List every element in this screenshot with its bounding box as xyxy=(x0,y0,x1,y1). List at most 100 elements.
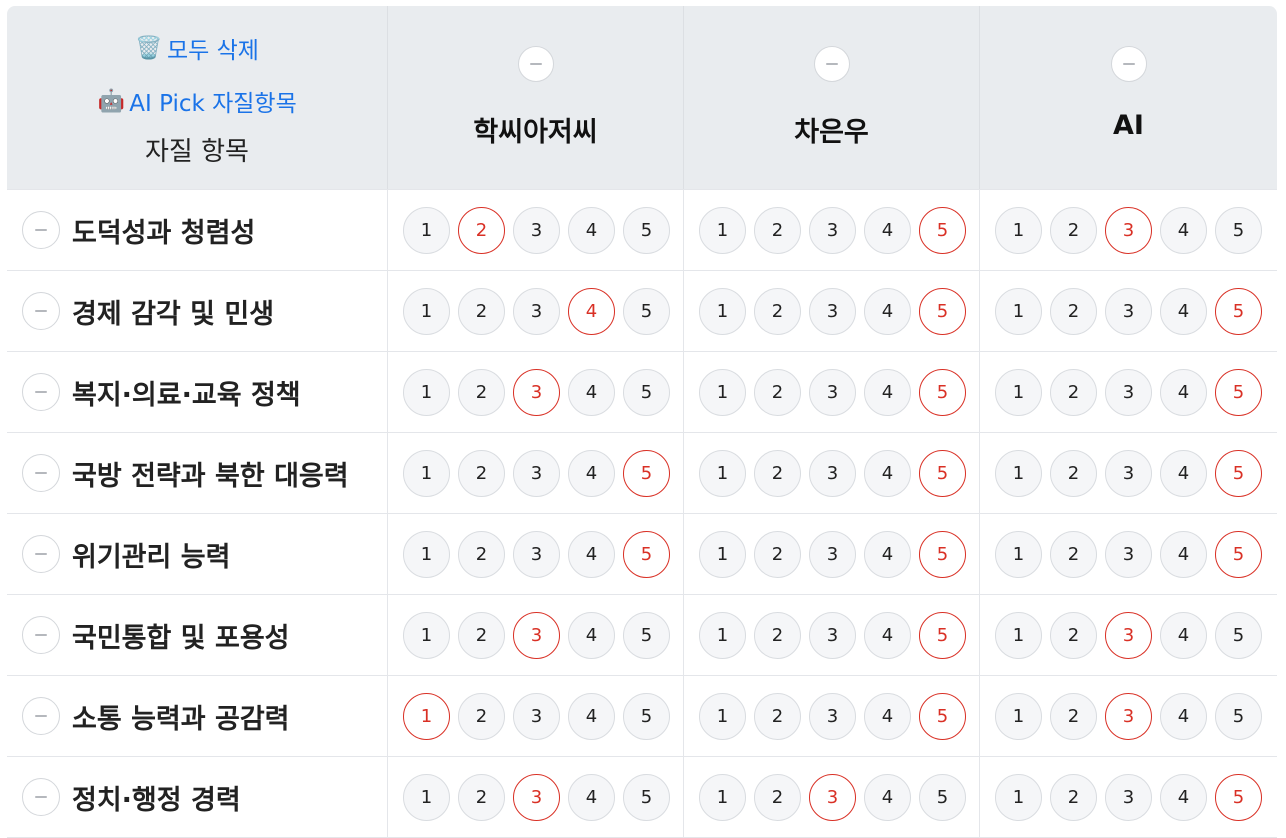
score-button[interactable]: 4 xyxy=(1160,449,1207,497)
score-button[interactable]: 3 xyxy=(809,611,856,659)
score-button[interactable]: 2 xyxy=(1050,692,1097,740)
score-button[interactable]: 3 xyxy=(809,206,856,254)
score-button[interactable]: 1 xyxy=(403,287,450,335)
score-button[interactable]: 2 xyxy=(1050,530,1097,578)
score-button[interactable]: 3 xyxy=(513,530,560,578)
score-button[interactable]: 5 xyxy=(1215,692,1262,740)
score-button[interactable]: 1 xyxy=(699,611,746,659)
score-button[interactable]: 1 xyxy=(403,530,450,578)
delete-all-button[interactable]: 🗑️ 모두 삭제 xyxy=(135,30,259,66)
score-button[interactable]: 1 xyxy=(995,206,1042,254)
score-button[interactable]: 1 xyxy=(403,449,450,497)
score-button[interactable]: 4 xyxy=(568,206,615,254)
score-button[interactable]: 2 xyxy=(754,611,801,659)
score-button[interactable]: 3 xyxy=(1105,449,1152,497)
score-button-selected[interactable]: 5 xyxy=(919,530,966,578)
score-button-selected[interactable]: 4 xyxy=(568,287,615,335)
remove-criteria-button[interactable] xyxy=(22,292,60,330)
score-button[interactable]: 2 xyxy=(1050,368,1097,416)
score-button[interactable]: 1 xyxy=(699,530,746,578)
score-button[interactable]: 1 xyxy=(403,773,450,821)
remove-candidate-button[interactable] xyxy=(813,46,850,82)
score-button[interactable]: 2 xyxy=(458,773,505,821)
score-button[interactable]: 4 xyxy=(568,449,615,497)
score-button-selected[interactable]: 3 xyxy=(1105,611,1152,659)
score-button[interactable]: 4 xyxy=(864,287,911,335)
score-button[interactable]: 1 xyxy=(699,368,746,416)
score-button[interactable]: 2 xyxy=(458,368,505,416)
score-button[interactable]: 1 xyxy=(995,773,1042,821)
score-button[interactable]: 1 xyxy=(995,449,1042,497)
score-button[interactable]: 4 xyxy=(1160,530,1207,578)
remove-criteria-button[interactable] xyxy=(22,454,60,492)
score-button[interactable]: 2 xyxy=(458,692,505,740)
score-button[interactable]: 1 xyxy=(995,287,1042,335)
score-button-selected[interactable]: 5 xyxy=(919,611,966,659)
score-button[interactable]: 4 xyxy=(1160,368,1207,416)
score-button[interactable]: 1 xyxy=(995,611,1042,659)
score-button[interactable]: 3 xyxy=(809,287,856,335)
score-button-selected[interactable]: 5 xyxy=(1215,530,1262,578)
score-button[interactable]: 1 xyxy=(995,530,1042,578)
score-button-selected[interactable]: 5 xyxy=(1215,287,1262,335)
score-button-selected[interactable]: 5 xyxy=(623,449,670,497)
score-button[interactable]: 2 xyxy=(1050,449,1097,497)
remove-criteria-button[interactable] xyxy=(22,535,60,573)
score-button[interactable]: 4 xyxy=(568,368,615,416)
score-button[interactable]: 4 xyxy=(864,530,911,578)
score-button[interactable]: 1 xyxy=(699,287,746,335)
score-button[interactable]: 4 xyxy=(568,611,615,659)
remove-criteria-button[interactable] xyxy=(22,616,60,654)
score-button[interactable]: 2 xyxy=(458,287,505,335)
score-button[interactable]: 5 xyxy=(919,773,966,821)
score-button-selected[interactable]: 3 xyxy=(513,611,560,659)
score-button[interactable]: 1 xyxy=(403,206,450,254)
score-button[interactable]: 5 xyxy=(623,206,670,254)
score-button[interactable]: 2 xyxy=(1050,611,1097,659)
score-button[interactable]: 2 xyxy=(754,287,801,335)
remove-candidate-button[interactable] xyxy=(517,46,554,82)
score-button-selected[interactable]: 1 xyxy=(403,692,450,740)
score-button[interactable]: 2 xyxy=(754,773,801,821)
score-button[interactable]: 1 xyxy=(699,206,746,254)
score-button-selected[interactable]: 5 xyxy=(919,368,966,416)
score-button[interactable]: 1 xyxy=(995,692,1042,740)
score-button[interactable]: 4 xyxy=(568,530,615,578)
score-button[interactable]: 1 xyxy=(995,368,1042,416)
score-button[interactable]: 4 xyxy=(568,692,615,740)
score-button[interactable]: 4 xyxy=(1160,206,1207,254)
score-button[interactable]: 5 xyxy=(1215,611,1262,659)
score-button[interactable]: 5 xyxy=(623,611,670,659)
score-button-selected[interactable]: 5 xyxy=(919,206,966,254)
score-button[interactable]: 4 xyxy=(568,773,615,821)
score-button-selected[interactable]: 3 xyxy=(513,368,560,416)
score-button-selected[interactable]: 5 xyxy=(1215,449,1262,497)
score-button-selected[interactable]: 2 xyxy=(458,206,505,254)
score-button[interactable]: 3 xyxy=(809,368,856,416)
score-button[interactable]: 5 xyxy=(623,368,670,416)
score-button[interactable]: 2 xyxy=(1050,287,1097,335)
score-button[interactable]: 4 xyxy=(1160,692,1207,740)
score-button[interactable]: 3 xyxy=(513,206,560,254)
score-button-selected[interactable]: 5 xyxy=(919,449,966,497)
score-button[interactable]: 5 xyxy=(623,287,670,335)
score-button[interactable]: 4 xyxy=(1160,611,1207,659)
score-button[interactable]: 4 xyxy=(1160,773,1207,821)
score-button[interactable]: 3 xyxy=(1105,773,1152,821)
score-button[interactable]: 4 xyxy=(864,692,911,740)
score-button-selected[interactable]: 5 xyxy=(1215,368,1262,416)
score-button[interactable]: 4 xyxy=(864,611,911,659)
score-button-selected[interactable]: 5 xyxy=(623,530,670,578)
score-button[interactable]: 3 xyxy=(809,449,856,497)
score-button[interactable]: 3 xyxy=(513,449,560,497)
score-button[interactable]: 4 xyxy=(864,206,911,254)
remove-criteria-button[interactable] xyxy=(22,373,60,411)
score-button[interactable]: 4 xyxy=(864,368,911,416)
remove-candidate-button[interactable] xyxy=(1110,46,1147,82)
score-button[interactable]: 1 xyxy=(403,611,450,659)
score-button[interactable]: 2 xyxy=(754,692,801,740)
score-button[interactable]: 2 xyxy=(458,611,505,659)
ai-pick-button[interactable]: 🤖 AI Pick 자질항목 xyxy=(97,83,297,119)
score-button[interactable]: 1 xyxy=(403,368,450,416)
score-button[interactable]: 2 xyxy=(754,449,801,497)
